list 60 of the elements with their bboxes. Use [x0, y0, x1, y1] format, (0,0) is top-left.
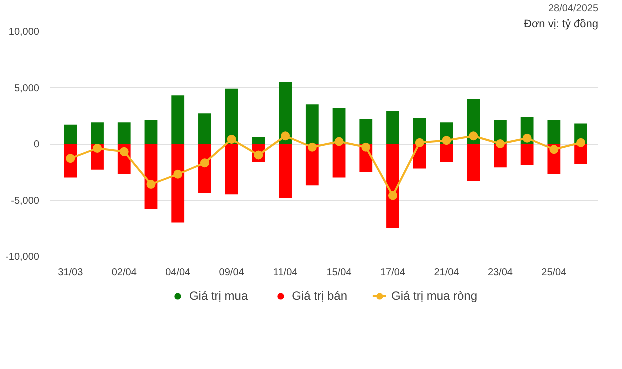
- point: [388, 191, 398, 200]
- point: [522, 134, 532, 143]
- x-tick-label: 15/04: [326, 268, 352, 278]
- x-tick-label: 25/04: [542, 268, 568, 278]
- bar: [198, 114, 212, 144]
- bar: [225, 144, 238, 195]
- point: [93, 144, 102, 153]
- bar: [360, 119, 373, 144]
- bar: [332, 144, 346, 178]
- bar: [306, 104, 319, 144]
- point: [174, 170, 183, 179]
- y-tick-label: -5,000: [11, 196, 40, 207]
- bar: [440, 144, 454, 162]
- point: [308, 142, 317, 152]
- bar: [172, 144, 185, 223]
- point: [415, 138, 424, 148]
- x-tick-label: 31/03: [58, 268, 84, 278]
- legend-label: Giá trị mua: [189, 289, 248, 303]
- x-tick-label: 23/04: [488, 268, 514, 278]
- bar: [574, 144, 588, 164]
- legend-label: Giá trị mua ròng: [392, 289, 478, 303]
- x-tick-label: 11/04: [273, 268, 298, 278]
- y-tick-label: 5,000: [14, 83, 40, 94]
- x-tick-label: 17/04: [380, 268, 406, 278]
- bar: [172, 96, 185, 144]
- point: [469, 132, 478, 141]
- bar: [118, 122, 131, 144]
- point: [227, 135, 236, 144]
- point: [120, 147, 129, 156]
- x-tick-label: 09/04: [219, 268, 245, 278]
- x-tick-label: 02/04: [112, 268, 138, 278]
- bar: [279, 144, 292, 198]
- bar: [548, 120, 561, 144]
- x-tick-label: 21/04: [434, 268, 460, 278]
- point: [550, 145, 559, 154]
- point: [442, 136, 452, 146]
- bar: [64, 124, 78, 144]
- point: [496, 140, 505, 148]
- bar: [520, 144, 534, 166]
- bar: [386, 144, 400, 228]
- bar: [144, 120, 158, 144]
- bar: [386, 111, 400, 144]
- bar: [252, 137, 266, 144]
- bar: [144, 144, 158, 210]
- text: 28/04/2025: [548, 4, 599, 14]
- y-tick-label: -10,000: [6, 252, 40, 263]
- bar: [279, 82, 292, 144]
- bar: [467, 144, 480, 182]
- y-tick-label: 10,000: [8, 27, 40, 38]
- point: [281, 132, 290, 141]
- point: [362, 142, 371, 152]
- point: [200, 158, 210, 168]
- point: [146, 180, 156, 189]
- legend-label: Giá trị bán: [292, 289, 348, 303]
- point: [576, 138, 586, 148]
- text: Đơn vị: tỷ đồng: [524, 18, 599, 30]
- bar: [91, 122, 104, 144]
- x-tick-label: 04/04: [166, 268, 192, 278]
- point: [334, 137, 344, 146]
- y-tick-label: 0: [34, 140, 40, 150]
